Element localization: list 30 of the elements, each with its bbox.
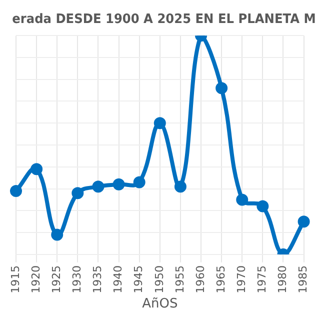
chart-title: erada DESDE 1900 A 2025 EN EL PLANETA M [12, 10, 316, 26]
point [256, 200, 269, 212]
x-tick-label: 1980 [276, 265, 290, 294]
x-tick-label: 1955 [173, 265, 186, 294]
x-axis-title: AñOS [142, 296, 178, 312]
point [216, 82, 228, 94]
x-tick-label: 1920 [29, 265, 42, 294]
point [236, 194, 248, 206]
x-tick-label: 1970 [234, 265, 248, 294]
point [298, 216, 310, 228]
x-tick-label: 1940 [112, 265, 125, 294]
point [174, 180, 186, 193]
point [51, 228, 64, 241]
x-tick-label: 1935 [91, 265, 104, 294]
point [30, 163, 43, 176]
point [72, 187, 84, 200]
point [133, 176, 146, 188]
x-tick-label: 1950 [152, 265, 166, 294]
point [112, 178, 125, 190]
x-tick-label: 1965 [214, 265, 228, 294]
x-tick-label: 1945 [132, 265, 146, 294]
point [10, 184, 22, 197]
x-tick-label: 1915 [8, 265, 22, 294]
x-tick-label: 1985 [296, 265, 310, 294]
x-tick-label: 1960 [194, 265, 207, 294]
x-tick-label: 1930 [70, 265, 84, 294]
x-tick-label: 1925 [50, 265, 63, 294]
x-tick-label: 1975 [256, 265, 269, 294]
point [154, 117, 166, 130]
point [92, 180, 104, 193]
